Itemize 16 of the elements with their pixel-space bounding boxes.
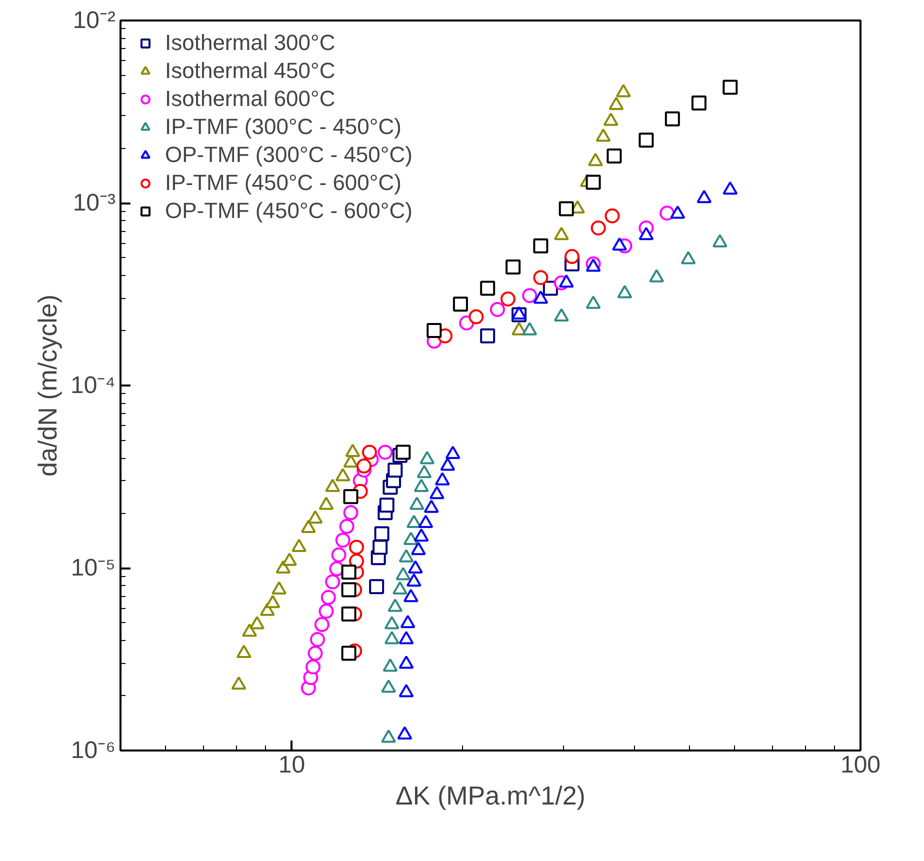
- x-tick-label: 100: [840, 752, 881, 778]
- x-axis-title: ΔK (MPa.m^1/2): [396, 780, 586, 810]
- y-tick-label: 10⁻⁵: [70, 554, 116, 582]
- legend-label: IP-TMF (300°C - 450°C): [165, 114, 402, 140]
- y-axis-title: da/dN (m/cycle): [32, 294, 62, 477]
- legend-label: Isothermal 300°C: [165, 30, 336, 56]
- legend-label: OP-TMF (300°C - 450°C): [165, 142, 412, 168]
- y-tick-label: 10⁻²: [72, 7, 116, 34]
- legend-label: IP-TMF (450°C - 600°C): [165, 170, 402, 196]
- y-tick-label: 10⁻⁶: [70, 737, 116, 764]
- legend-label: Isothermal 600°C: [165, 86, 336, 112]
- y-tick-label: 10⁻³: [72, 190, 116, 216]
- x-tick-label: 10: [278, 752, 306, 778]
- legend-label: Isothermal 450°C: [165, 58, 336, 84]
- legend-label: OP-TMF (450°C - 600°C): [165, 198, 412, 224]
- y-tick-label: 10⁻⁴: [70, 372, 116, 399]
